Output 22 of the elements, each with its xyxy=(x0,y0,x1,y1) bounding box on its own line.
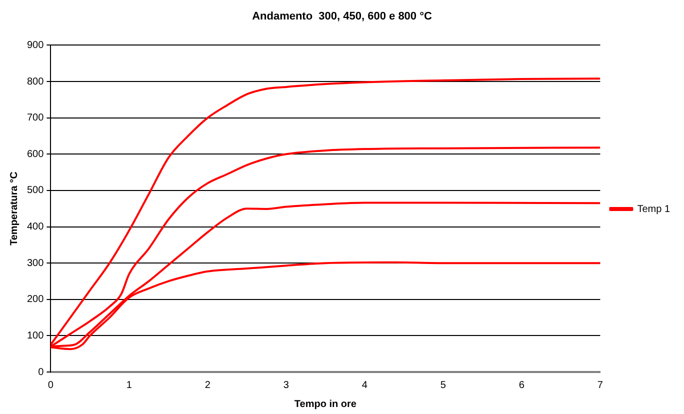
x-tick-label: 7 xyxy=(597,380,604,391)
y-tick-label: 400 xyxy=(26,222,44,233)
chart-title: Andamento 300, 450, 600 e 800 °C xyxy=(252,10,432,23)
x-tick-label: 4 xyxy=(362,380,368,391)
y-tick-label: 500 xyxy=(26,185,44,196)
y-tick-label: 0 xyxy=(38,366,44,378)
y-tick-label: 800 xyxy=(26,76,44,88)
x-tick-label: 6 xyxy=(518,380,525,391)
y-tick-label: 700 xyxy=(26,112,44,124)
x-tick-label: 0 xyxy=(48,380,54,391)
y-tick-label: 300 xyxy=(26,258,44,269)
x-tick-label: 1 xyxy=(126,380,132,391)
x-axis-title: Tempo in ore xyxy=(294,398,357,410)
x-tick-label: 2 xyxy=(204,380,211,391)
y-tick-label: 200 xyxy=(26,294,44,306)
y-tick-label: 900 xyxy=(26,40,44,51)
y-tick-label: 600 xyxy=(26,148,44,160)
x-tick-label: 3 xyxy=(283,380,290,391)
legend-label: Temp 1 xyxy=(637,204,670,215)
y-tick-label: 100 xyxy=(26,330,44,342)
y-axis-title: Temperatura °C xyxy=(8,172,20,246)
x-tick-label: 5 xyxy=(440,380,446,391)
